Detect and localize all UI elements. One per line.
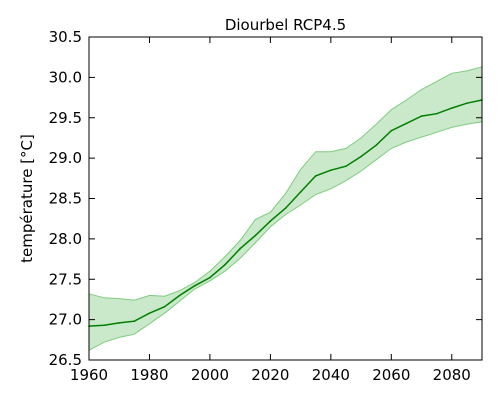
chart-title: Diourbel RCP4.5 — [225, 16, 346, 34]
axis-ticks: 1960 1980 2000 2020 2040 2060 2080 26.5 27.0 27.5… — [49, 28, 482, 384]
series-point — [420, 115, 423, 117]
series-point — [284, 207, 287, 209]
y-tick-label: 27.5 — [49, 270, 82, 288]
y-tick-label: 26.5 — [49, 351, 82, 369]
series-point — [405, 122, 408, 125]
series-point — [163, 305, 166, 308]
series-point — [239, 247, 241, 250]
plot-frame — [88, 36, 483, 361]
x-tick-label: 2020 — [251, 366, 289, 384]
y-tick-label: 27.0 — [49, 311, 82, 329]
series-point — [178, 294, 181, 297]
y-tick-label: 28.0 — [49, 230, 82, 248]
y-tick-label: 29.0 — [49, 149, 82, 167]
x-tick-label: 2040 — [312, 366, 350, 384]
series-point — [314, 175, 317, 177]
series-point — [330, 169, 332, 171]
series-point — [133, 320, 136, 323]
series-point — [451, 107, 453, 109]
series-point — [466, 102, 468, 104]
series-point — [390, 129, 393, 132]
x-tick-label: 2060 — [372, 366, 410, 384]
x-tick-label: 2000 — [191, 366, 229, 384]
series-point — [224, 263, 226, 266]
series-point — [194, 284, 196, 287]
series-point — [254, 234, 257, 237]
series-point — [375, 144, 378, 146]
y-axis-label: température [°C] — [18, 134, 36, 263]
series-point — [103, 324, 105, 327]
y-tick-label: 29.5 — [49, 109, 82, 127]
y-tick-label: 30.5 — [49, 28, 82, 46]
y-tick-label: 28.5 — [49, 190, 82, 208]
y-tick-label: 30.0 — [49, 68, 82, 86]
series-point — [148, 312, 151, 315]
series-point — [360, 155, 362, 158]
series-point — [209, 276, 211, 279]
series-point — [435, 112, 438, 115]
series-point — [269, 220, 272, 222]
series-point — [118, 322, 120, 324]
series-point — [345, 165, 347, 167]
x-tick-label: 2080 — [433, 366, 471, 384]
series-point — [299, 191, 302, 193]
x-tick-label: 1980 — [130, 366, 168, 384]
x-tick-label: 1960 — [70, 366, 108, 384]
